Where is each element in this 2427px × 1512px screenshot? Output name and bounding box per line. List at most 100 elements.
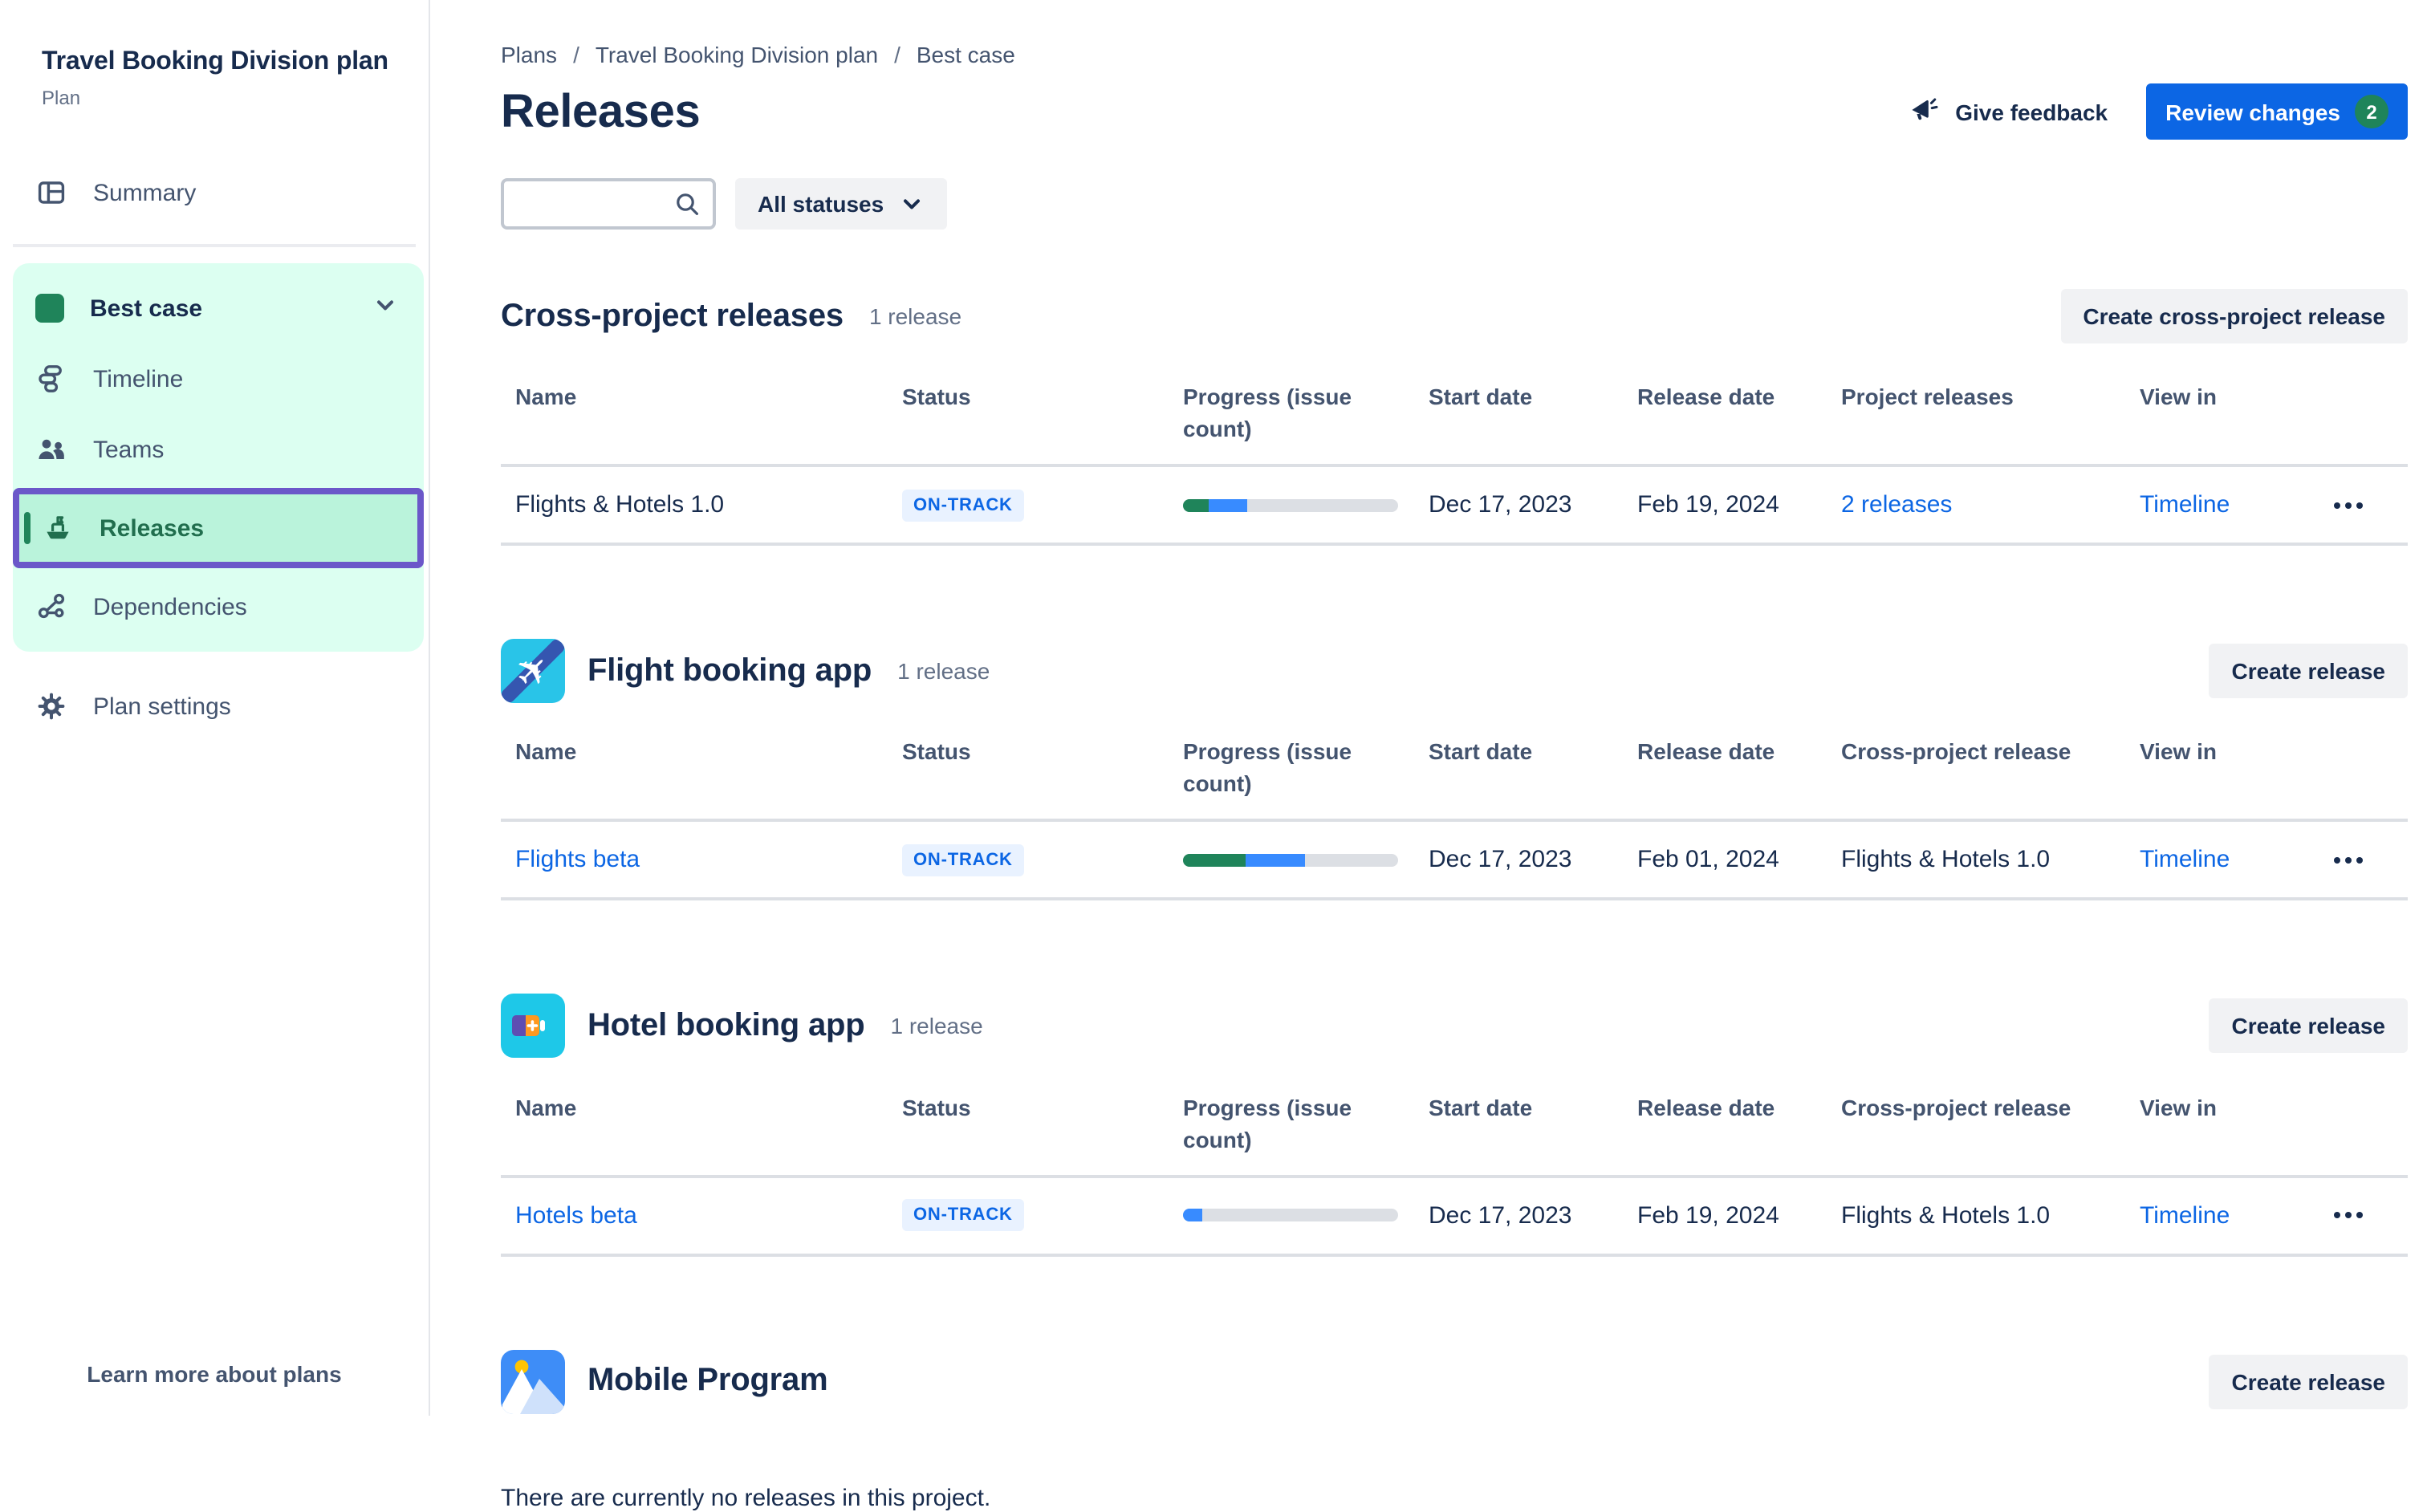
scenario-selector[interactable]: Best case xyxy=(13,273,424,343)
section-flight-booking-app: ✈ Flight booking app 1 release Create re… xyxy=(501,626,2408,901)
column-header: Name xyxy=(515,384,577,410)
create-release-button[interactable]: Create release xyxy=(2209,998,2408,1054)
ship-icon xyxy=(42,512,74,544)
column-header: Release date xyxy=(1637,738,1775,765)
release-name-link[interactable]: Flights beta xyxy=(515,846,640,874)
gear-icon xyxy=(35,690,67,722)
breadcrumb: Plans / Travel Booking Division plan / B… xyxy=(501,42,2408,67)
plan-title: Travel Booking Division plan xyxy=(42,48,388,75)
progress-bar xyxy=(1183,1209,1398,1222)
column-header: Status xyxy=(902,1094,971,1120)
column-header: Progress (issue count) xyxy=(1183,1094,1352,1152)
breadcrumb-scenario[interactable]: Best case xyxy=(916,42,1015,67)
column-header: Project releases xyxy=(1841,384,2014,410)
flight-project-icon: ✈ xyxy=(501,639,565,704)
section-title: Flight booking app xyxy=(587,652,872,689)
release-date: Feb 19, 2024 xyxy=(1637,1201,1779,1230)
sidebar: Travel Booking Division plan Plan Summar… xyxy=(0,0,430,1416)
project-releases-link[interactable]: 2 releases xyxy=(1841,491,1953,519)
more-options-icon[interactable] xyxy=(2332,502,2408,509)
review-changes-count-badge: 2 xyxy=(2355,95,2388,128)
column-header: Name xyxy=(515,1094,577,1120)
header-actions: Give feedback Review changes 2 xyxy=(1909,83,2408,140)
plan-header: Travel Booking Division plan Plan xyxy=(0,0,429,109)
mobile-project-icon xyxy=(501,1349,565,1414)
create-cross-project-release-button[interactable]: Create cross-project release xyxy=(2060,289,2408,344)
progress-inprogress-segment xyxy=(1209,498,1248,512)
breadcrumb-plans[interactable]: Plans xyxy=(501,42,558,67)
breadcrumb-plan-name[interactable]: Travel Booking Division plan xyxy=(595,42,879,67)
sidebar-item-teams[interactable]: Teams xyxy=(13,414,424,485)
release-date: Feb 01, 2024 xyxy=(1637,846,1779,874)
release-name: Flights & Hotels 1.0 xyxy=(515,491,725,519)
progress-inprogress-segment xyxy=(1183,1209,1203,1222)
progress-inprogress-segment xyxy=(1245,853,1306,867)
review-changes-button[interactable]: Review changes 2 xyxy=(2146,83,2408,140)
status-filter-dropdown[interactable]: All statuses xyxy=(735,178,947,230)
review-changes-label: Review changes xyxy=(2165,99,2340,124)
sidebar-item-timeline[interactable]: Timeline xyxy=(13,343,424,414)
progress-done-segment xyxy=(1183,498,1209,512)
column-header: View in xyxy=(2140,1094,2217,1120)
chevron-down-icon xyxy=(372,292,398,324)
column-header: Progress (issue count) xyxy=(1183,384,1352,442)
sidebar-divider xyxy=(13,244,416,247)
column-header: Status xyxy=(902,384,971,410)
progress-bar xyxy=(1183,498,1398,512)
progress-bar xyxy=(1183,853,1398,867)
sidebar-item-label: Timeline xyxy=(93,365,184,392)
sidebar-item-label: Summary xyxy=(93,179,197,206)
learn-more-link[interactable]: Learn more about plans xyxy=(87,1361,342,1387)
column-header: Start date xyxy=(1429,1094,1533,1120)
start-date: Dec 17, 2023 xyxy=(1429,1201,1572,1230)
give-feedback-button[interactable]: Give feedback xyxy=(1909,93,2108,130)
release-count: 1 release xyxy=(890,1013,983,1039)
view-in-timeline-link[interactable]: Timeline xyxy=(2140,1201,2230,1230)
create-release-button[interactable]: Create release xyxy=(2209,644,2408,699)
sidebar-item-summary[interactable]: Summary xyxy=(0,161,429,225)
view-in-timeline-link[interactable]: Timeline xyxy=(2140,491,2230,519)
sidebar-item-label: Plan settings xyxy=(93,693,231,720)
column-header: Start date xyxy=(1429,738,1533,765)
sidebar-item-releases[interactable]: Releases xyxy=(19,494,417,562)
status-filter-label: All statuses xyxy=(758,191,884,217)
summary-icon xyxy=(35,177,67,209)
status-badge: ON-TRACK xyxy=(902,1199,1024,1232)
release-date: Feb 19, 2024 xyxy=(1637,491,1779,519)
column-header: Cross-project release xyxy=(1841,1094,2071,1120)
chevron-down-icon xyxy=(903,199,920,209)
table-row: Flights beta ON-TRACK Dec 17, 2023 Feb 0… xyxy=(501,823,2408,901)
timeline-icon xyxy=(35,363,67,395)
megaphone-icon xyxy=(1909,93,1941,130)
empty-releases-message: There are currently no releases in this … xyxy=(501,1484,991,1512)
section-title: Cross-project releases xyxy=(501,298,844,334)
start-date: Dec 17, 2023 xyxy=(1429,491,1572,519)
column-header: View in xyxy=(2140,738,2217,765)
releases-table: Name Status Progress (issue count) Start… xyxy=(501,1091,2408,1257)
release-count: 1 release xyxy=(868,303,962,330)
give-feedback-label: Give feedback xyxy=(1955,99,2108,124)
more-options-icon[interactable] xyxy=(2332,856,2408,864)
section-hotel-booking-app: Hotel booking app 1 release Create relea… xyxy=(501,982,2408,1257)
table-header-row: Name Status Progress (issue count) Start… xyxy=(501,1091,2408,1178)
sidebar-item-dependencies[interactable]: Dependencies xyxy=(13,571,424,642)
start-date: Dec 17, 2023 xyxy=(1429,846,1572,874)
sidebar-item-label: Teams xyxy=(93,436,165,463)
more-options-icon[interactable] xyxy=(2332,1212,2408,1219)
create-release-button[interactable]: Create release xyxy=(2209,1354,2408,1409)
view-in-timeline-link[interactable]: Timeline xyxy=(2140,846,2230,874)
sidebar-item-label: Releases xyxy=(100,514,205,542)
breadcrumb-separator: / xyxy=(894,42,900,67)
release-name-link[interactable]: Hotels beta xyxy=(515,1201,637,1230)
search-icon xyxy=(673,189,701,226)
column-header: View in xyxy=(2140,384,2217,410)
sidebar-item-label: Dependencies xyxy=(93,593,247,620)
sidebar-item-plan-settings[interactable]: Plan settings xyxy=(0,674,429,738)
table-header-row: Name Status Progress (issue count) Start… xyxy=(501,736,2408,823)
scenario-color-swatch xyxy=(35,294,64,323)
filter-bar: All statuses xyxy=(501,178,2408,230)
release-count: 1 release xyxy=(897,658,990,685)
section-title: Mobile Program xyxy=(587,1363,828,1399)
column-header: Cross-project release xyxy=(1841,738,2071,765)
main-content: Plans / Travel Booking Division plan / B… xyxy=(432,0,2427,1512)
